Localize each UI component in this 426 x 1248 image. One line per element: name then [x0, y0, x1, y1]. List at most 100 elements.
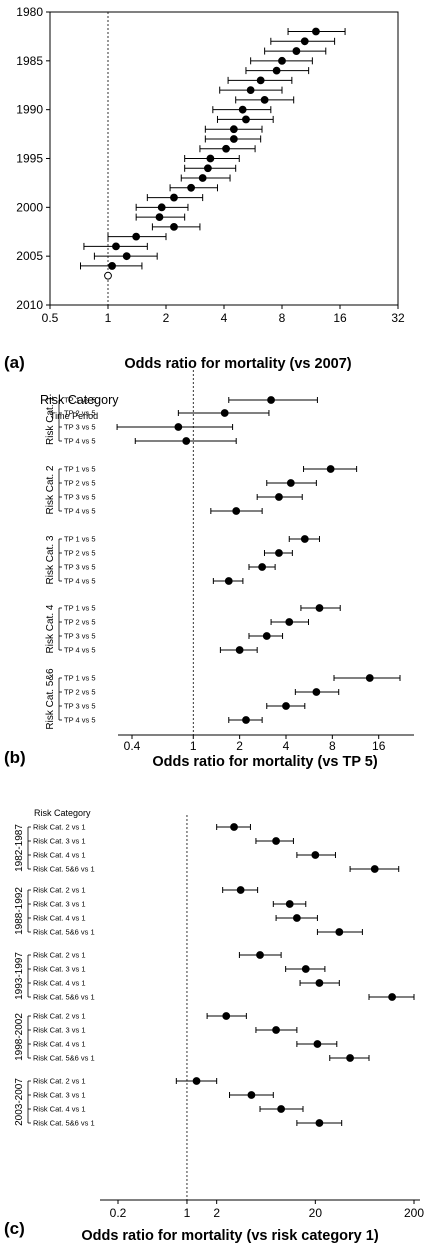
- panel-b-row-label-0-1: TP 2 vs 5: [64, 409, 96, 418]
- panel-b-row-label-0-0: TP 1 vs 5: [64, 396, 96, 405]
- point-b-3-0: [315, 604, 324, 612]
- panel-c-row-label-3-1: Risk Cat. 3 vs 1: [33, 1026, 86, 1035]
- point-a-6: [246, 86, 255, 95]
- point-c-4-2: [277, 1105, 286, 1113]
- panel-b-x-tick-label-1: 1: [190, 739, 197, 753]
- panel-b-row-label-3-3: TP 4 vs 5: [64, 646, 96, 655]
- panel-a-x-axis-title: Odds ratio for mortality (vs 2007): [124, 356, 351, 372]
- panel-c-row-label-0-1: Risk Cat. 3 vs 1: [33, 837, 86, 846]
- panel-a-y-tick-label-1: 1985: [16, 54, 43, 68]
- point-c-0-0: [230, 823, 238, 831]
- panel-c-row-label-2-3: Risk Cat. 5&6 vs 1: [33, 993, 95, 1002]
- point-c-0-2: [311, 851, 320, 859]
- point-a-11: [229, 135, 238, 143]
- point-a-1: [300, 37, 309, 46]
- panel-c-row-label-1-1: Risk Cat. 3 vs 1: [33, 900, 86, 909]
- panel-a-y-tick-label-2: 1990: [16, 103, 43, 117]
- point-b-2-3: [224, 577, 233, 585]
- point-a-24: [108, 262, 116, 270]
- point-c-1-3: [335, 928, 344, 936]
- panel-label-b: (b): [4, 748, 26, 767]
- panel-b-row-label-1-3: TP 4 vs 5: [64, 507, 96, 516]
- point-b-3-2: [262, 632, 271, 640]
- point-c-3-3: [346, 1054, 354, 1062]
- panel-b-row-label-2-3: TP 4 vs 5: [64, 577, 96, 586]
- point-a-7: [260, 96, 269, 104]
- panel-label-c: (c): [4, 1219, 25, 1238]
- point-c-0-1: [272, 837, 280, 845]
- panel-b-title: Risk Category: [40, 393, 119, 407]
- panel-c-x-tick-label-3: 20: [309, 1206, 323, 1220]
- panel-c-row-label-1-2: Risk Cat. 4 vs 1: [33, 914, 86, 923]
- panel-b-x-tick-label-0: 0.4: [124, 739, 141, 753]
- point-c-3-1: [272, 1026, 280, 1034]
- point-b-0-3: [182, 437, 191, 445]
- panel-b-row-label-1-1: TP 2 vs 5: [64, 479, 96, 488]
- panel-b-row-label-4-2: TP 3 vs 5: [64, 702, 96, 711]
- panel-a-x-tick-label-5: 16: [333, 311, 347, 325]
- point-c-4-1: [247, 1091, 256, 1099]
- point-c-1-0: [236, 886, 245, 894]
- point-a-13: [206, 154, 215, 163]
- panel-a-x-tick-label-2: 2: [163, 311, 170, 325]
- panel-b-row-label-2-1: TP 2 vs 5: [64, 549, 96, 558]
- point-a-17: [170, 193, 178, 202]
- panel-b-row-label-0-3: TP 4 vs 5: [64, 437, 96, 446]
- panel-c-x-tick-label-4: 200: [404, 1206, 424, 1220]
- point-a-18: [157, 203, 166, 212]
- panel-b-row-label-4-3: TP 4 vs 5: [64, 716, 96, 725]
- point-c-3-0: [222, 1012, 231, 1020]
- panel-c-row-label-1-0: Risk Cat. 2 vs 1: [33, 886, 86, 895]
- panel-c-x-tick-label-1: 1: [184, 1206, 191, 1220]
- point-c-2-3: [388, 993, 397, 1001]
- panel-b-row-label-0-2: TP 3 vs 5: [64, 423, 96, 432]
- panel-c-group-label-2: 1993-1997: [14, 952, 25, 1000]
- panel-b-group-label-1: Risk Cat. 2: [45, 465, 56, 514]
- point-b-4-1: [312, 688, 321, 696]
- point-b-0-1: [220, 409, 229, 417]
- panel-c-row-label-2-1: Risk Cat. 3 vs 1: [33, 965, 86, 974]
- point-a-23: [122, 252, 131, 261]
- panel-label-a: (a): [4, 353, 25, 372]
- panel-c-row-label-4-2: Risk Cat. 4 vs 1: [33, 1105, 86, 1114]
- panel-c-row-label-4-3: Risk Cat. 5&6 vs 1: [33, 1119, 95, 1128]
- point-b-0-0: [267, 396, 275, 404]
- panel-a-y-tick-label-0: 1980: [16, 5, 43, 19]
- point-a-12: [222, 144, 230, 153]
- panel-a-y-tick-label-6: 2010: [16, 298, 43, 312]
- panel-c-group-label-3: 1998-2002: [14, 1013, 25, 1061]
- point-c-2-1: [301, 965, 310, 973]
- point-b-4-0: [365, 674, 374, 682]
- panel-b-row-label-4-1: TP 2 vs 5: [64, 688, 96, 697]
- point-a-0: [312, 27, 320, 36]
- point-b-2-1: [275, 549, 283, 557]
- panel-a-x-tick-label-6: 32: [391, 311, 405, 325]
- point-c-4-3: [315, 1119, 324, 1127]
- panel-c-group-label-1: 1988-1992: [14, 887, 25, 935]
- panel-c-row-label-0-3: Risk Cat. 5&6 vs 1: [33, 865, 95, 874]
- panel-b-x-axis-title: Odds ratio for mortality (vs TP 5): [152, 754, 378, 770]
- point-c-2-0: [256, 951, 264, 959]
- panel-c-x-tick-label-2: 2: [213, 1206, 220, 1220]
- point-b-4-2: [282, 702, 290, 710]
- point-a-16: [187, 183, 196, 192]
- point-b-0-2: [174, 423, 183, 431]
- panel-c-row-label-3-2: Risk Cat. 4 vs 1: [33, 1040, 86, 1049]
- panel-a-y-tick-label-3: 1995: [16, 152, 43, 166]
- panel-b-row-label-3-1: TP 2 vs 5: [64, 618, 96, 627]
- point-b-2-0: [300, 535, 309, 543]
- point-a-19: [155, 213, 164, 222]
- point-a-15: [198, 174, 207, 182]
- panel-a-y-tick-label-4: 2000: [16, 200, 43, 214]
- point-a-3: [278, 56, 286, 65]
- point-b-3-1: [285, 618, 294, 626]
- panel-b-row-label-2-0: TP 1 vs 5: [64, 535, 96, 544]
- panel-b-group-label-4: Risk Cat. 5&6: [45, 668, 56, 730]
- panel-b-x-tick-label-2: 2: [236, 739, 243, 753]
- point-b-1-2: [275, 493, 283, 501]
- point-a-21: [132, 232, 141, 241]
- point-a-8: [238, 105, 247, 114]
- point-a-2: [292, 47, 301, 55]
- point-a-9: [242, 115, 250, 124]
